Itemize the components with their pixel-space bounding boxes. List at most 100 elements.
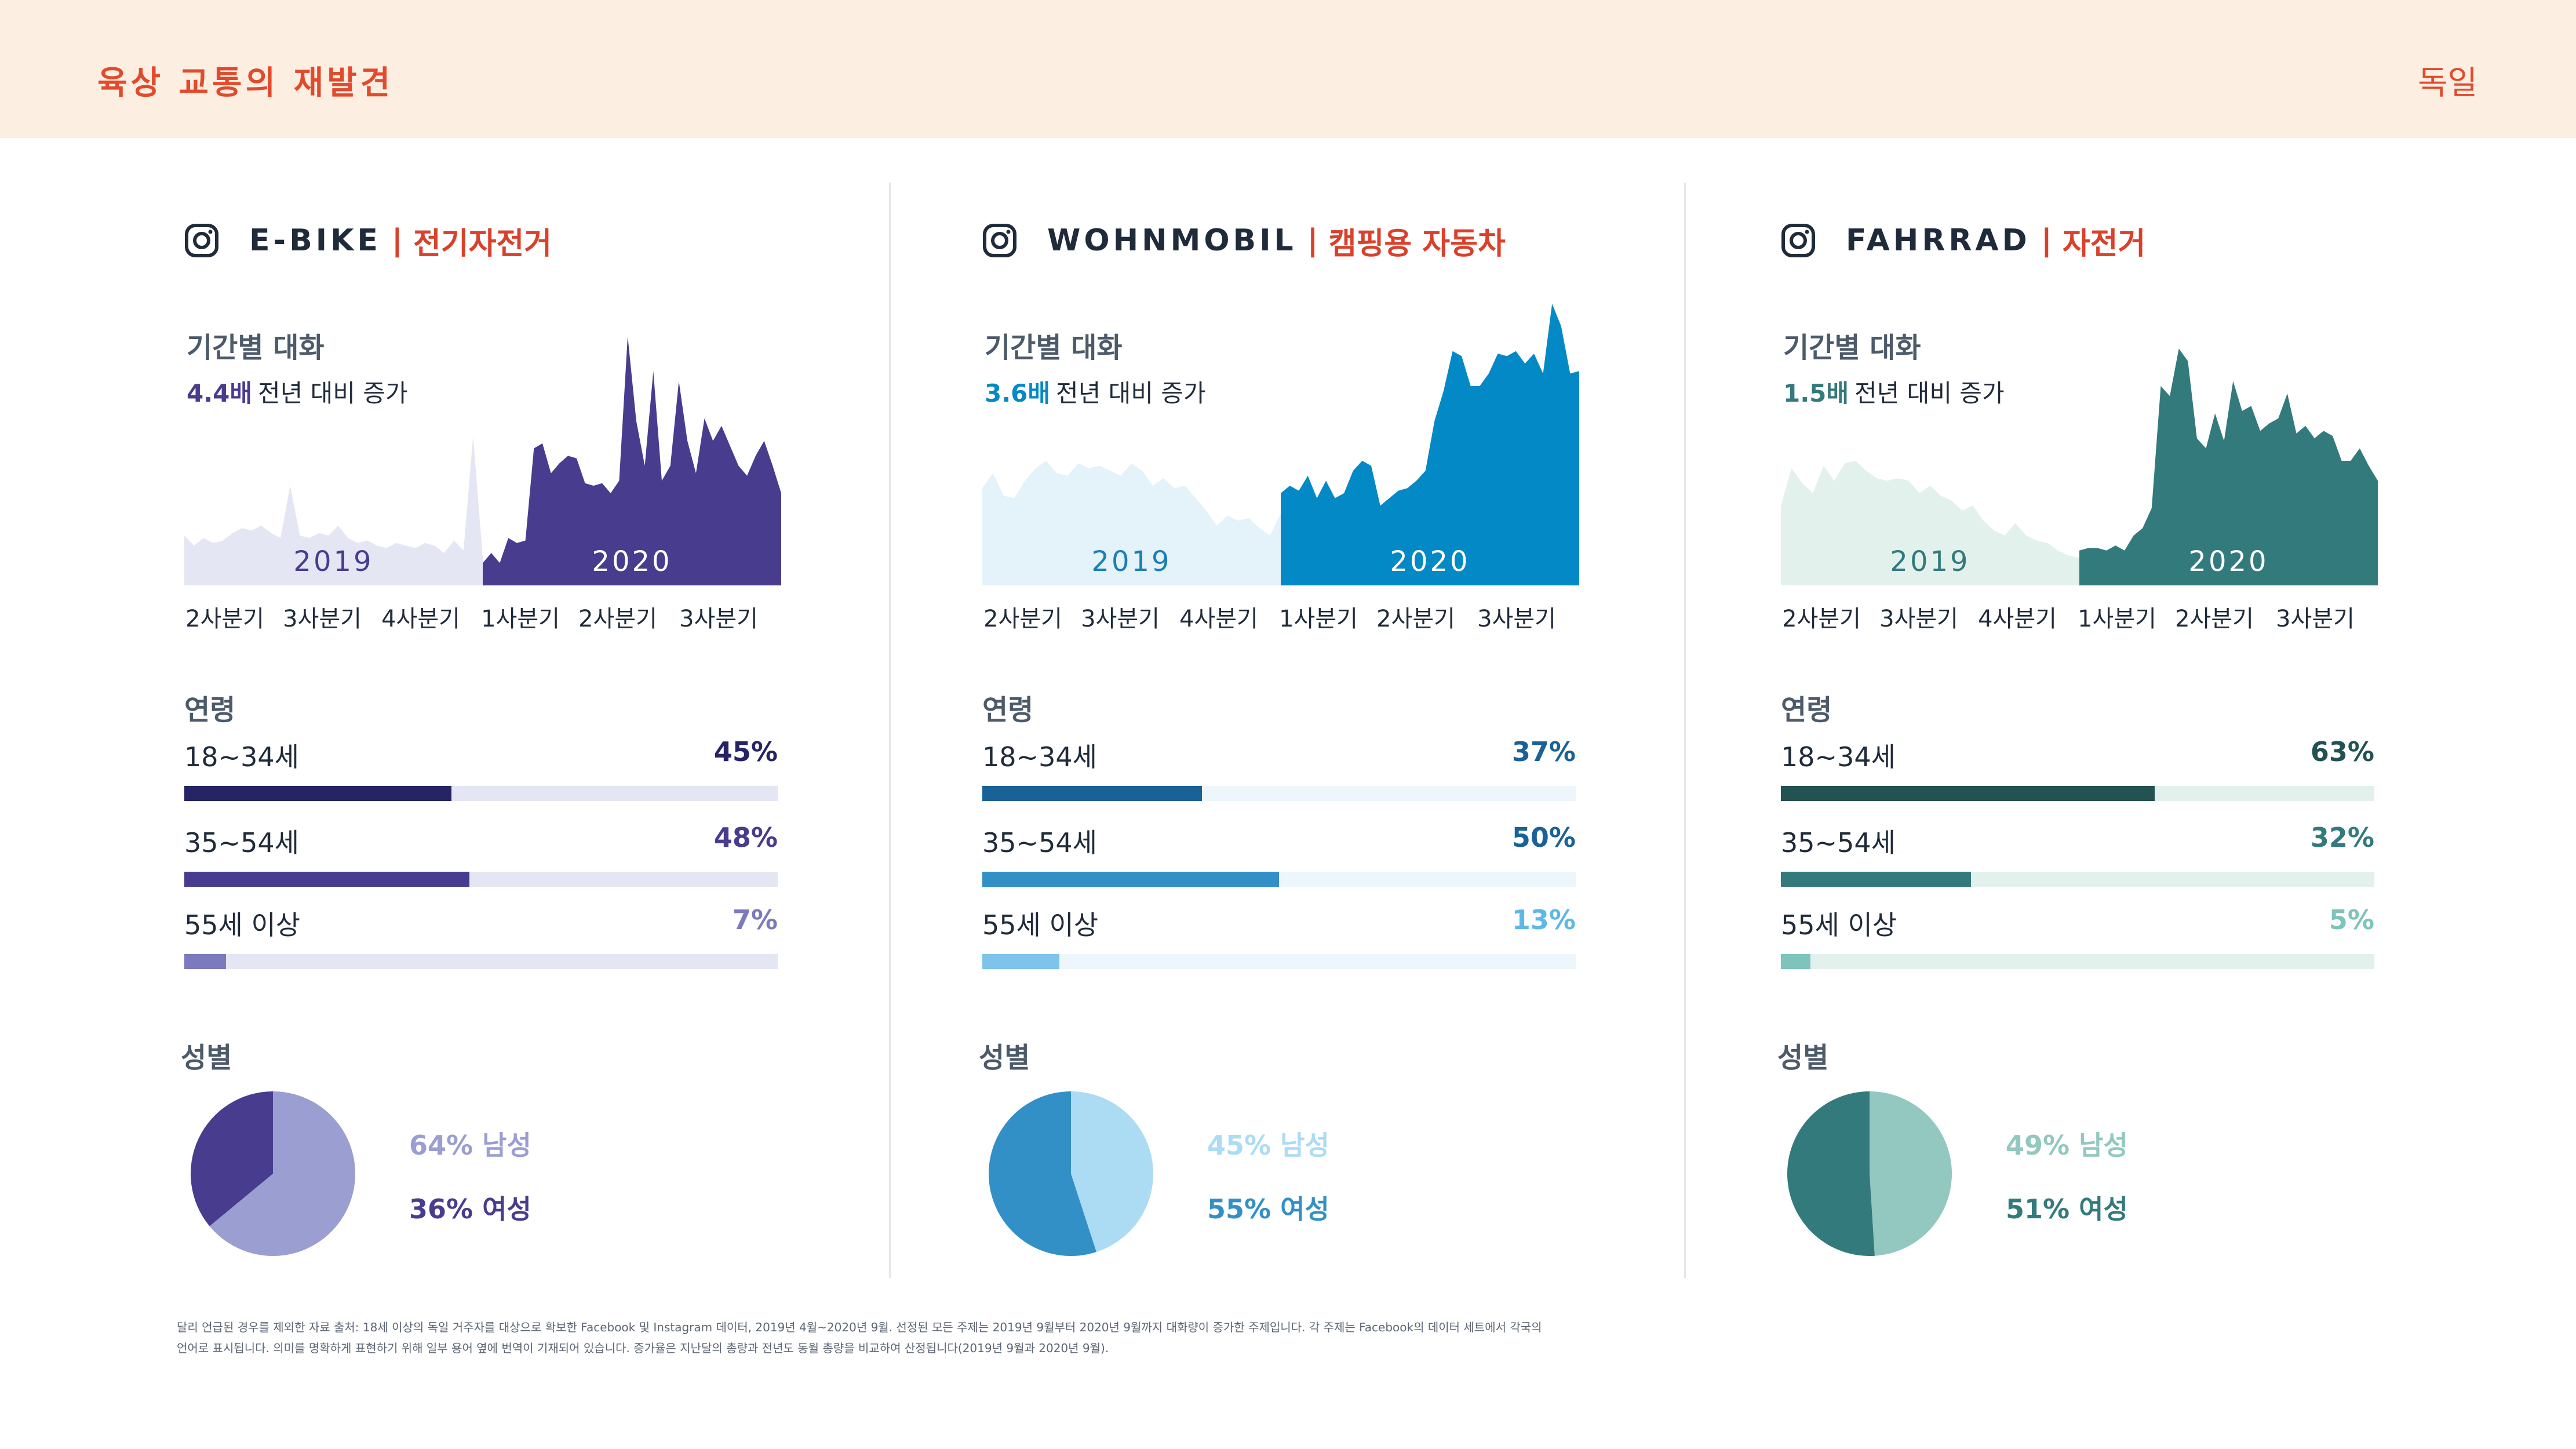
heading-separator: |	[391, 223, 403, 258]
age-bar-fill	[982, 786, 1202, 801]
instagram-icon	[983, 224, 1016, 257]
pie-slice-female	[191, 1091, 273, 1226]
age-bar-fill	[184, 786, 451, 801]
age-title: 연령	[982, 694, 1034, 726]
series-2020-area	[483, 336, 781, 585]
quarter-tick-label: 2사분기	[1376, 606, 1455, 632]
age-group-percent: 48%	[713, 822, 778, 853]
year-2019-label: 2019	[1091, 545, 1171, 578]
age-bar-track	[1781, 954, 2374, 969]
topic-heading: FAHRRAD | 자전거	[1781, 217, 2145, 264]
age-bar-row: 55세 이상 5%	[1781, 904, 2374, 980]
page-title: 육상 교통의 재발견	[97, 64, 394, 102]
quarter-tick-label: 1사분기	[1279, 606, 1358, 632]
conversation-title: 기간별 대화	[187, 332, 325, 364]
quarter-tick-label: 3사분기	[283, 606, 362, 632]
instagram-icon	[1781, 224, 1815, 257]
male-share-label: 49% 남성	[2006, 1130, 2128, 1161]
growth-multiplier: 4.4배	[187, 379, 253, 407]
age-group-label: 18~34세	[1781, 741, 1896, 773]
series-2020-area	[1281, 304, 1579, 585]
country-label: 독일	[2417, 64, 2477, 102]
gender-pie-chart	[191, 1091, 356, 1256]
female-share-label: 36% 여성	[409, 1193, 531, 1225]
age-bar-track	[982, 786, 1576, 801]
year-2019-label: 2019	[1890, 545, 1970, 578]
topic-translation: 전기자전거	[413, 226, 552, 261]
topic-translation: 캠핑용 자동차	[1328, 226, 1506, 261]
series-2020-area	[2079, 348, 2378, 585]
quarter-tick-label: 4사분기	[1978, 606, 2057, 632]
gender-title: 성별	[979, 1042, 1030, 1074]
topic-name: FAHRRAD	[1846, 223, 2031, 258]
age-bar-fill	[982, 872, 1279, 887]
quarter-tick-label: 2사분기	[578, 606, 657, 632]
age-group-label: 18~34세	[184, 741, 299, 773]
age-title: 연령	[184, 694, 236, 726]
age-title: 연령	[1781, 694, 1832, 726]
topic-heading: E-BIKE | 전기자전거	[184, 217, 552, 264]
conversation-area-chart: 2019 2020	[982, 304, 1579, 585]
age-bar-row: 18~34세 63%	[1781, 736, 2374, 811]
male-share-label: 45% 남성	[1207, 1130, 1329, 1161]
series-2019-area	[982, 461, 1281, 585]
age-group-percent: 13%	[1511, 904, 1576, 935]
age-bar-fill	[982, 954, 1060, 969]
conversation-title: 기간별 대화	[1783, 332, 1921, 364]
age-group-label: 55세 이상	[982, 909, 1099, 941]
quarter-tick-label: 2사분기	[2175, 606, 2254, 632]
topic-panel-2: WOHNMOBIL | 캠핑용 자동차 기간별 대화 3.6배 전년 대비 증가 2019 2…	[979, 0, 1736, 1310]
instagram-icon	[185, 224, 218, 257]
column-divider	[1684, 183, 1686, 1278]
column-divider	[889, 183, 891, 1278]
conversation-area-chart: 2019 2020	[184, 336, 781, 585]
footnote-line: 언어로 표시됩니다. 의미를 명확하게 표현하기 위해 일부 용어 옆에 번역이…	[177, 1341, 1109, 1355]
age-bar-track	[982, 872, 1576, 887]
age-bar-fill	[184, 954, 226, 969]
topic-name: WOHNMOBIL	[1047, 223, 1297, 258]
growth-text: 전년 대비 증가	[1854, 379, 2005, 407]
quarter-tick-label: 4사분기	[1179, 606, 1258, 632]
series-2019-area	[184, 436, 483, 585]
quarter-tick-label: 1사분기	[2078, 606, 2156, 632]
conversation-title: 기간별 대화	[985, 332, 1123, 364]
conversation-area-chart: 2019 2020	[1781, 348, 2378, 585]
pie-slice-female	[1787, 1091, 1875, 1256]
age-group-percent: 50%	[1511, 822, 1576, 853]
quarter-tick-label: 3사분기	[1879, 606, 1958, 632]
growth-note: 3.6배 전년 대비 증가	[985, 374, 1206, 409]
heading-separator: |	[1307, 223, 1318, 258]
age-group-label: 35~54세	[184, 827, 299, 858]
age-bar-fill	[1781, 954, 1811, 969]
quarter-tick-label: 4사분기	[381, 606, 460, 632]
quarter-tick-label: 1사분기	[481, 606, 560, 632]
growth-note: 1.5배 전년 대비 증가	[1783, 374, 2005, 409]
female-share-label: 55% 여성	[1207, 1193, 1329, 1225]
age-bar-row: 35~54세 48%	[184, 822, 778, 897]
series-2019-area	[1781, 461, 2079, 585]
age-bar-row: 55세 이상 13%	[982, 904, 1576, 980]
source-footnote: 달리 언급된 경우를 제외한 자료 출처: 18세 이상의 독일 거주자를 대상…	[177, 1317, 1695, 1359]
topic-heading: WOHNMOBIL | 캠핑용 자동차	[982, 217, 1506, 264]
quarter-tick-label: 2사분기	[185, 606, 264, 632]
age-bar-fill	[1781, 872, 1971, 887]
age-bar-fill	[1781, 786, 2155, 801]
year-2019-label: 2019	[293, 545, 373, 578]
age-bar-fill	[184, 872, 469, 887]
quarter-tick-label: 3사분기	[1081, 606, 1160, 632]
age-group-label: 35~54세	[982, 827, 1097, 858]
year-2020-label: 2020	[592, 545, 672, 578]
growth-multiplier: 3.6배	[985, 379, 1051, 407]
quarter-tick-label: 3사분기	[2276, 606, 2355, 632]
age-group-label: 35~54세	[1781, 827, 1896, 858]
age-bar-track	[184, 786, 778, 801]
gender-title: 성별	[181, 1042, 232, 1074]
age-bar-track	[1781, 872, 2374, 887]
age-bar-row: 18~34세 37%	[982, 736, 1576, 811]
quarter-axis: 2사분기 3사분기 4사분기 1사분기 2사분기 3사분기	[982, 600, 1591, 635]
topic-name: E-BIKE	[249, 223, 381, 258]
age-bar-row: 55세 이상 7%	[184, 904, 778, 980]
age-bar-row: 18~34세 45%	[184, 736, 778, 811]
age-bar-track	[1781, 786, 2374, 801]
